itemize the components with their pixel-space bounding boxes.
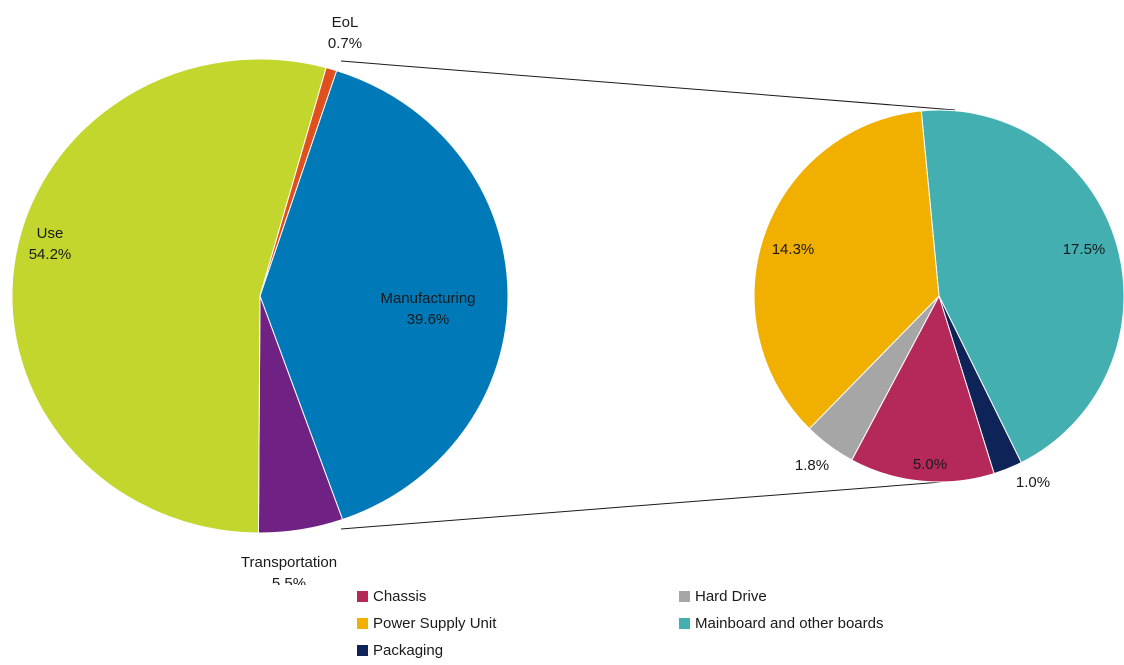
main-pie-slice-manufacturing (259, 69, 509, 521)
main-pie-label-manufacturing: Manufacturing 39.6% (380, 290, 475, 328)
connector-line-bottom (340, 481, 943, 530)
connector-line-top (340, 60, 956, 111)
legend-swatch-hard-drive (679, 591, 690, 602)
legend-item-power-supply-unit: Power Supply Unit (357, 615, 496, 632)
legend-item-packaging: Packaging (357, 642, 443, 659)
chart-canvas: Manufacturing 39.6% Transportation 5.5% Use 5… (11, 14, 1124, 585)
legend-item-chassis: Chassis (357, 588, 426, 605)
breakdown-pie-slice-power-supply-unit (753, 110, 940, 430)
breakdown-pie-slice-chassis (851, 294, 995, 483)
breakdown-pie-label-packaging: 1.0% (1016, 474, 1050, 491)
main-pie-slice-eol (259, 66, 338, 297)
legend-label-power-supply-unit: Power Supply Unit (373, 615, 497, 632)
breakdown-pie-label-power-supply-unit: 14.3% (772, 241, 815, 258)
legend-swatch-mainboard (679, 618, 690, 629)
legend-swatch-packaging (357, 645, 368, 656)
legend-item-hard-drive: Hard Drive (679, 588, 767, 605)
breakdown-pie-label-mainboard-and-other-boards: 17.5% (1063, 241, 1106, 258)
breakdown-pie-label-hard-drive: 1.8% (795, 457, 829, 474)
legend-swatch-chassis (357, 591, 368, 602)
main-pie-label-use: Use 54.2% (29, 225, 72, 263)
legend-swatch-power-supply-unit (357, 618, 368, 629)
legend-label-chassis: Chassis (373, 588, 427, 605)
legend-item-mainboard: Mainboard and other boards (679, 615, 883, 632)
legend-label-packaging: Packaging (373, 642, 444, 659)
legend-label-hard-drive: Hard Drive (695, 588, 767, 605)
connector-lines (340, 60, 956, 530)
main-pie-label-transportation: Transportation 5.5% (241, 554, 337, 585)
main-pie-slice-use (11, 58, 327, 534)
legend-label-mainboard: Mainboard and other boards (695, 615, 884, 632)
breakdown-pie-label-chassis: 5.0% (913, 456, 947, 473)
breakdown-pie-slice-mainboard-and-other-boards (920, 109, 1124, 464)
main-pie-label-eol: EoL 0.7% (328, 14, 362, 52)
